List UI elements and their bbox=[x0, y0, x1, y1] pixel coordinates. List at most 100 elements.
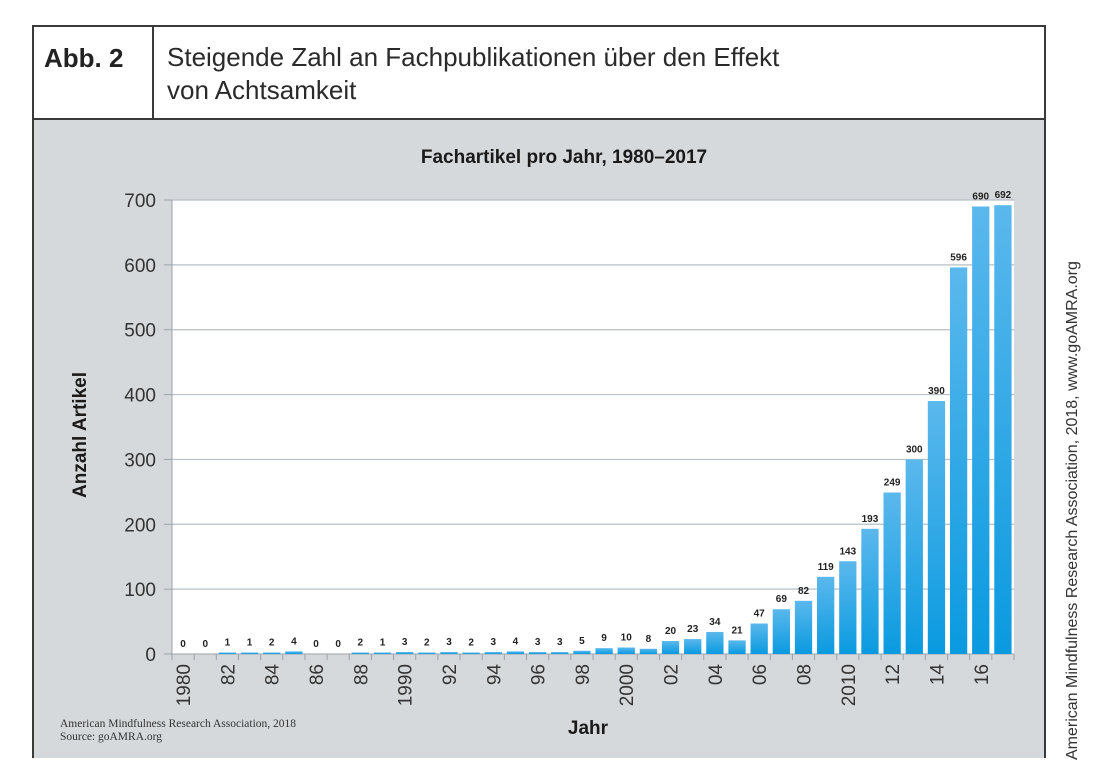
data-label: 0 bbox=[180, 639, 186, 650]
data-label: 34 bbox=[709, 617, 721, 628]
data-label: 5 bbox=[579, 636, 585, 647]
data-label: 3 bbox=[402, 637, 408, 648]
data-label: 143 bbox=[839, 546, 856, 557]
data-label: 69 bbox=[776, 594, 788, 605]
figure-frame: Abb. 2 Steigende Zahl an Fachpublikation… bbox=[32, 25, 1046, 758]
data-label: 8 bbox=[646, 634, 652, 645]
x-tick-label: 08 bbox=[795, 664, 816, 685]
data-label: 193 bbox=[862, 514, 879, 525]
bar bbox=[750, 623, 768, 654]
x-tick-label: 04 bbox=[706, 664, 727, 686]
data-label: 20 bbox=[665, 626, 677, 637]
bar bbox=[728, 640, 746, 654]
bar bbox=[839, 561, 857, 654]
bar bbox=[661, 641, 680, 654]
x-tick-label: 14 bbox=[927, 664, 948, 686]
bar bbox=[528, 652, 547, 654]
bar bbox=[706, 631, 724, 654]
chart-title: Fachartikel pro Jahr, 1980–2017 bbox=[421, 147, 707, 168]
data-label: 47 bbox=[754, 609, 766, 620]
source-line2: Source: goAMRA.org bbox=[60, 731, 162, 743]
source-line1: American Mindfulness Research Associatio… bbox=[60, 718, 296, 730]
x-tick-label: 16 bbox=[972, 664, 993, 685]
x-tick-label: 82 bbox=[218, 664, 239, 685]
data-label: 4 bbox=[291, 636, 297, 647]
x-tick-label: 92 bbox=[440, 664, 461, 685]
bar bbox=[218, 652, 237, 654]
data-label: 82 bbox=[798, 586, 810, 597]
bar bbox=[373, 652, 392, 654]
bar bbox=[595, 648, 613, 654]
data-label: 2 bbox=[358, 638, 364, 649]
bar bbox=[617, 647, 635, 654]
x-tick-label: 06 bbox=[750, 664, 771, 685]
bar bbox=[551, 652, 569, 654]
y-tick-label: 700 bbox=[124, 191, 156, 212]
data-label: 0 bbox=[202, 639, 208, 650]
data-label: 2 bbox=[424, 638, 430, 649]
data-label: 3 bbox=[446, 637, 452, 648]
bar bbox=[396, 652, 414, 654]
figure-label: Abb. 2 bbox=[44, 43, 124, 73]
bar bbox=[484, 652, 502, 654]
data-label: 2 bbox=[468, 638, 474, 649]
bar bbox=[418, 652, 436, 654]
y-tick-label: 500 bbox=[124, 321, 156, 342]
x-tick-label: 12 bbox=[883, 664, 904, 685]
bar-chart: Fachartikel pro Jahr, 1980–2017 01002003… bbox=[60, 147, 1015, 743]
gridlines bbox=[172, 199, 1014, 590]
bar bbox=[285, 651, 303, 654]
data-label: 300 bbox=[906, 444, 923, 455]
bar bbox=[462, 652, 480, 654]
data-label: 249 bbox=[884, 478, 901, 489]
data-label: 2 bbox=[269, 638, 275, 649]
bar bbox=[639, 648, 658, 654]
y-tick-label: 300 bbox=[124, 450, 156, 471]
y-tick-label: 100 bbox=[124, 580, 156, 601]
bar bbox=[240, 652, 259, 654]
x-tick-label: 94 bbox=[484, 664, 505, 686]
chart-panel: Fachartikel pro Jahr, 1980–2017 0 100 200 3… bbox=[34, 118, 1044, 758]
bar bbox=[972, 206, 990, 654]
data-label: 9 bbox=[601, 633, 607, 644]
x-tick-label: 84 bbox=[263, 664, 284, 686]
bar bbox=[772, 609, 790, 654]
x-tick-label: 1980 bbox=[174, 664, 195, 706]
y-axis-label: Anzahl Artikel bbox=[70, 372, 91, 498]
bar bbox=[440, 652, 458, 654]
figure-title-line2: von Achtsamkeit bbox=[167, 75, 357, 105]
bar bbox=[927, 401, 946, 654]
data-label: 596 bbox=[950, 252, 967, 263]
y-tick-label: 0 bbox=[145, 645, 156, 666]
bar bbox=[263, 652, 281, 654]
data-label: 23 bbox=[687, 624, 699, 635]
data-label: 1 bbox=[247, 638, 253, 649]
data-label: 0 bbox=[313, 639, 319, 650]
bar bbox=[351, 652, 369, 654]
bar bbox=[905, 459, 923, 654]
y-tick-label: 400 bbox=[124, 386, 156, 407]
x-tick-label: 02 bbox=[662, 664, 683, 685]
bars bbox=[218, 205, 1012, 654]
side-credit: American Mindfulness Research Associatio… bbox=[1064, 261, 1081, 760]
bar bbox=[817, 576, 835, 654]
figure-title: Steigende Zahl an Fachpublikationen über… bbox=[167, 41, 1027, 107]
data-label: 3 bbox=[491, 637, 497, 648]
data-label: 690 bbox=[972, 191, 989, 202]
data-label: 692 bbox=[995, 190, 1012, 201]
bar bbox=[861, 528, 879, 654]
data-label: 1 bbox=[380, 638, 386, 649]
data-label: 10 bbox=[621, 633, 633, 644]
data-label: 21 bbox=[731, 625, 743, 636]
figure-label-cell: Abb. 2 bbox=[34, 27, 154, 118]
bar bbox=[883, 492, 901, 654]
x-tick-label: 88 bbox=[351, 664, 372, 685]
x-tick-label: 1990 bbox=[396, 664, 417, 706]
data-label: 3 bbox=[535, 637, 541, 648]
figure-title-line1: Steigende Zahl an Fachpublikationen über… bbox=[167, 42, 780, 72]
x-tick-label: 96 bbox=[529, 664, 550, 685]
data-label: 119 bbox=[818, 562, 835, 573]
x-axis-ticks: 1980 82 84 86 88 1990 92 94 96 98 2000 02 04 06 08 2010… bbox=[171, 654, 1015, 706]
y-tick-label: 600 bbox=[124, 256, 156, 277]
